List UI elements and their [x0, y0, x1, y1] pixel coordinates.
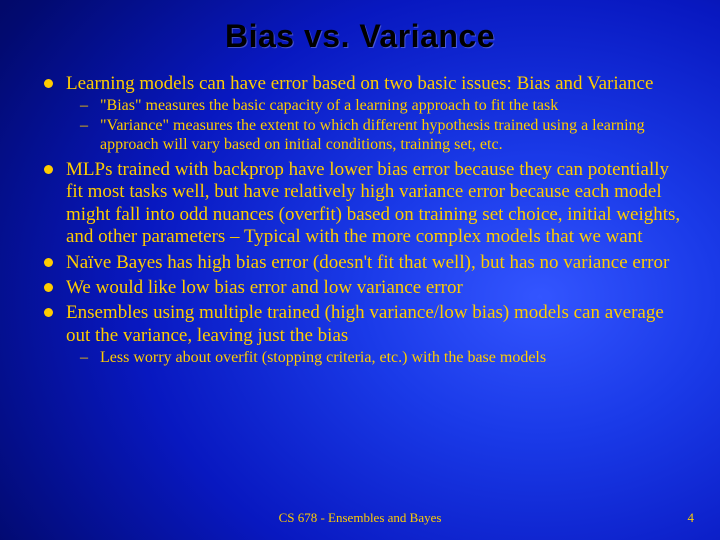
sub-list: "Bias" measures the basic capacity of a … [66, 97, 682, 155]
sub-item: "Bias" measures the basic capacity of a … [76, 97, 682, 116]
list-item: Ensembles using multiple trained (high v… [38, 302, 682, 368]
list-item: We would like low bias error and low var… [38, 277, 682, 299]
footer-text: CS 678 - Ensembles and Bayes [0, 510, 720, 526]
sub-item: "Variance" measures the extent to which … [76, 117, 682, 155]
slide-title: Bias vs. Variance [38, 18, 682, 55]
bullet-text: MLPs trained with backprop have lower bi… [66, 159, 680, 247]
list-item: Naïve Bayes has high bias error (doesn't… [38, 252, 682, 274]
list-item: Learning models can have error based on … [38, 73, 682, 155]
bullet-list: Learning models can have error based on … [38, 73, 682, 368]
sub-item: Less worry about overfit (stopping crite… [76, 349, 682, 368]
bullet-text: Ensembles using multiple trained (high v… [66, 302, 664, 345]
bullet-text: Learning models can have error based on … [66, 73, 653, 94]
list-item: MLPs trained with backprop have lower bi… [38, 159, 682, 249]
sub-list: Less worry about overfit (stopping crite… [66, 349, 682, 368]
bullet-text: We would like low bias error and low var… [66, 277, 463, 298]
slide: Bias vs. Variance Learning models can ha… [0, 0, 720, 540]
bullet-text: Naïve Bayes has high bias error (doesn't… [66, 252, 669, 273]
page-number: 4 [688, 510, 695, 526]
